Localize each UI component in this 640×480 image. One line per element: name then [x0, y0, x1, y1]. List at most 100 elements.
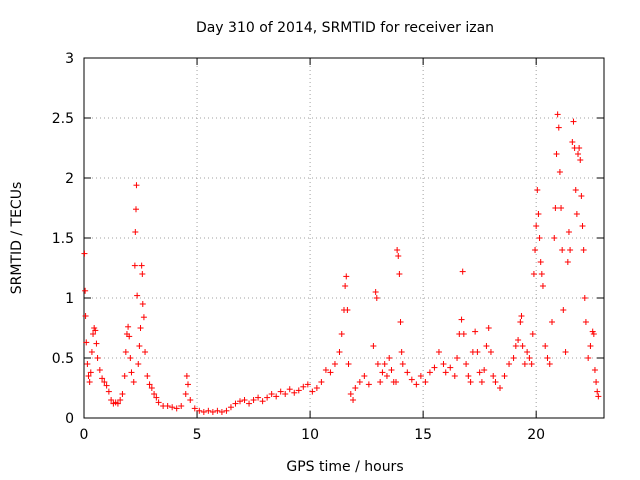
data-point [259, 398, 266, 405]
data-point [84, 361, 91, 367]
data-point [304, 381, 311, 388]
data-point [546, 361, 553, 367]
data-point [562, 349, 569, 355]
data-point [393, 379, 399, 385]
data-point [237, 398, 243, 405]
data-point [200, 409, 207, 415]
data-point [556, 169, 563, 175]
data-point [487, 349, 494, 355]
data-point [458, 316, 465, 323]
data-point [273, 393, 280, 400]
data-point [570, 118, 577, 125]
data-point [422, 379, 429, 385]
data-point [331, 361, 338, 367]
data-point [591, 367, 598, 373]
x-tick-label: 10 [301, 427, 319, 443]
data-point [343, 273, 350, 280]
data-point [183, 373, 190, 379]
data-point [117, 397, 124, 403]
data-point [169, 404, 176, 411]
data-point [538, 271, 545, 277]
x-tick-label: 15 [414, 427, 432, 443]
data-point [552, 205, 559, 211]
data-point [85, 373, 92, 379]
data-point [426, 369, 433, 376]
data-point [535, 211, 542, 217]
data-point [447, 364, 454, 371]
data-point [132, 229, 139, 235]
data-point [537, 259, 544, 265]
data-point [133, 182, 140, 189]
data-point [593, 379, 600, 385]
data-point [227, 404, 234, 411]
data-point [398, 349, 405, 355]
data-point [576, 145, 583, 151]
data-point [88, 349, 95, 355]
data-point [492, 379, 499, 385]
data-point [153, 394, 160, 401]
x-tick-label: 5 [193, 427, 202, 443]
data-point [528, 361, 535, 367]
data-point [577, 157, 584, 163]
data-point [185, 381, 191, 388]
data-point [282, 391, 289, 397]
data-point [173, 405, 180, 412]
data-point [125, 323, 132, 330]
data-point [582, 319, 589, 325]
data-point [501, 373, 508, 379]
data-point [467, 379, 474, 385]
data-point [565, 229, 572, 235]
data-point [521, 361, 528, 367]
data-point [370, 343, 377, 349]
data-point [128, 369, 135, 376]
data-point [460, 331, 467, 337]
data-point [560, 307, 567, 313]
data-point [142, 349, 149, 355]
data-point [564, 259, 571, 265]
data-point [395, 253, 402, 259]
data-point [365, 381, 372, 388]
data-point [133, 206, 139, 213]
x-tick-label: 0 [80, 427, 89, 443]
data-point [155, 399, 162, 406]
data-point [440, 361, 447, 367]
data-point [572, 187, 579, 193]
y-tick-label: 0 [65, 411, 74, 427]
y-tick-label: 3 [65, 51, 74, 67]
data-point [542, 343, 549, 349]
data-point [490, 373, 497, 379]
data-point [218, 409, 225, 415]
data-point [465, 373, 472, 379]
data-point [86, 379, 93, 385]
data-point [474, 349, 481, 355]
data-point [246, 400, 253, 407]
data-point [356, 379, 363, 385]
data-point [139, 301, 146, 307]
data-point [347, 391, 354, 397]
data-point [338, 331, 345, 337]
data-point [122, 349, 129, 355]
data-point [575, 151, 581, 157]
data-point [417, 373, 424, 379]
data-point [361, 373, 368, 379]
data-point [534, 187, 541, 193]
y-tick-label: 2.5 [52, 111, 74, 127]
data-point [295, 387, 302, 394]
data-point [476, 369, 483, 376]
data-point [408, 376, 415, 383]
data-point [309, 388, 316, 395]
axis-ticks: 0 5 10 15 20 0 0.5 1 1.5 2 2.5 3 [52, 51, 604, 443]
data-point [463, 361, 470, 367]
data-point [82, 313, 89, 319]
data-point [485, 325, 492, 331]
data-point [595, 393, 602, 400]
data-point [148, 385, 155, 391]
data-point [518, 313, 525, 319]
data-point [209, 409, 216, 415]
data-point [590, 331, 597, 337]
data-point [580, 247, 587, 253]
data-point [510, 355, 517, 361]
data-point [559, 247, 566, 253]
data-point [268, 391, 275, 397]
